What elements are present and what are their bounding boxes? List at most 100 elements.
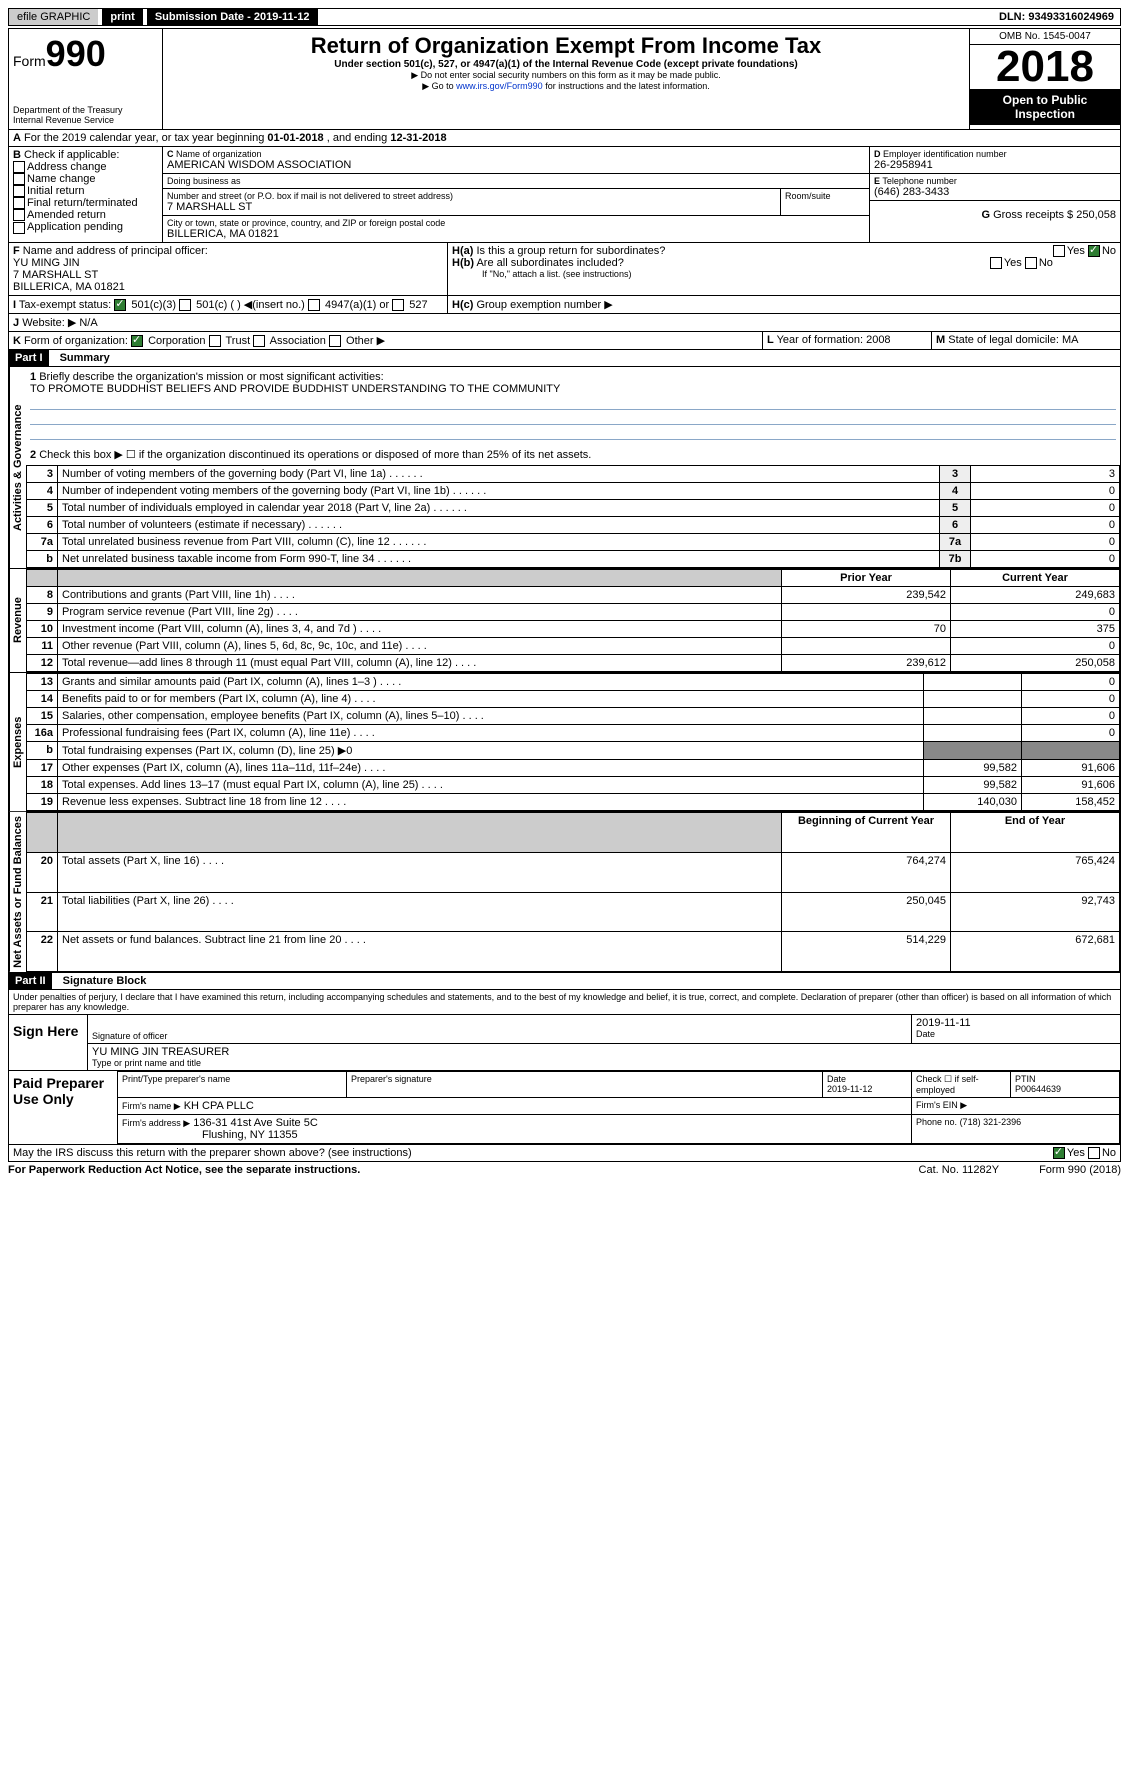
discuss-yes[interactable] — [1053, 1147, 1065, 1159]
line-value: 0 — [971, 534, 1120, 551]
line-no: 17 — [27, 760, 58, 777]
side-netassets: Net Assets or Fund Balances — [9, 812, 26, 972]
current-value — [1021, 742, 1119, 760]
officer-block: F Name and address of principal officer:… — [8, 243, 1121, 296]
line-no: 12 — [27, 655, 58, 672]
domicile-state: MA — [1062, 334, 1079, 346]
current-value: 250,058 — [951, 655, 1120, 672]
current-value: 0 — [1021, 708, 1119, 725]
box-no: 5 — [940, 500, 971, 517]
summary-section: Activities & Governance 1 Briefly descri… — [8, 367, 1121, 569]
open-public-badge: Open to Public Inspection — [970, 89, 1120, 125]
year-formation: 2008 — [866, 334, 890, 346]
line-text: Net unrelated business taxable income fr… — [58, 551, 940, 568]
prior-value — [923, 708, 1021, 725]
city-state-zip: BILLERICA, MA 01821 — [167, 228, 865, 240]
current-value: 158,452 — [1021, 794, 1119, 811]
ha-yes[interactable] — [1053, 245, 1065, 257]
501c3-check[interactable] — [114, 299, 126, 311]
form-footer: Form 990 (2018) — [1039, 1164, 1121, 1176]
line-text: Total assets (Part X, line 16) . . . . — [58, 852, 782, 892]
officer-name: YU MING JIN — [13, 257, 80, 269]
line-value: 0 — [971, 517, 1120, 534]
firm-name: KH CPA PLLC — [184, 1100, 254, 1112]
dept-label: Department of the Treasury Internal Reve… — [13, 105, 158, 125]
prior-value: 239,612 — [782, 655, 951, 672]
line-text: Total number of volunteers (estimate if … — [58, 517, 940, 534]
efile-label: efile GRAPHIC — [9, 9, 98, 25]
submission-date-button[interactable]: Submission Date - 2019-11-12 — [147, 9, 318, 25]
ptin-value: P00644639 — [1015, 1084, 1061, 1094]
subtitle-2: Do not enter social security numbers on … — [167, 70, 965, 81]
subtitle-1: Under section 501(c), 527, or 4947(a)(1)… — [167, 59, 965, 70]
hb-no[interactable] — [1025, 257, 1037, 269]
501c-check[interactable] — [179, 299, 191, 311]
prior-value — [782, 604, 951, 621]
current-value: 672,681 — [951, 932, 1120, 972]
check-initial-return[interactable]: Initial return — [13, 185, 158, 197]
sign-here-block: Sign Here Signature of officer 2019-11-1… — [8, 1015, 1121, 1071]
line-text: Other revenue (Part VIII, column (A), li… — [58, 638, 782, 655]
4947-check[interactable] — [308, 299, 320, 311]
revenue-section: Revenue Prior Year Current Year8 Contrib… — [8, 569, 1121, 673]
self-employed-check[interactable]: Check ☐ if self-employed — [912, 1072, 1011, 1098]
netassets-table: Beginning of Current Year End of Year20 … — [26, 812, 1120, 972]
line-text: Contributions and grants (Part VIII, lin… — [58, 587, 782, 604]
prior-value: 514,229 — [782, 932, 951, 972]
irs-link[interactable]: www.irs.gov/Form990 — [456, 81, 543, 91]
line-text: Investment income (Part VIII, column (A)… — [58, 621, 782, 638]
check-amended[interactable]: Amended return — [13, 209, 158, 221]
other-check[interactable] — [329, 335, 341, 347]
line-text: Total unrelated business revenue from Pa… — [58, 534, 940, 551]
line-no: 11 — [27, 638, 58, 655]
line-text: Other expenses (Part IX, column (A), lin… — [58, 760, 924, 777]
check-name-change[interactable]: Name change — [13, 173, 158, 185]
assoc-check[interactable] — [253, 335, 265, 347]
prior-value: 239,542 — [782, 587, 951, 604]
signer-name: YU MING JIN TREASURER — [92, 1046, 1116, 1058]
line-no: 5 — [27, 500, 58, 517]
website-row: J Website: ▶ N/A — [8, 314, 1121, 332]
check-application-pending[interactable]: Application pending — [13, 221, 158, 233]
trust-check[interactable] — [209, 335, 221, 347]
part2-header: Part II Signature Block — [8, 973, 1121, 990]
line-no: 16a — [27, 725, 58, 742]
line-text: Salaries, other compensation, employee b… — [58, 708, 924, 725]
check-address-change[interactable]: Address change — [13, 161, 158, 173]
footer-row: For Paperwork Reduction Act Notice, see … — [8, 1162, 1121, 1178]
form-title: Return of Organization Exempt From Incom… — [167, 33, 965, 59]
discuss-row: May the IRS discuss this return with the… — [8, 1145, 1121, 1162]
side-governance: Activities & Governance — [9, 367, 26, 568]
firm-address: 136-31 41st Ave Suite 5C — [193, 1117, 318, 1129]
sign-here-label: Sign Here — [9, 1015, 87, 1070]
check-final-return[interactable]: Final return/terminated — [13, 197, 158, 209]
prior-value: 99,582 — [923, 760, 1021, 777]
print-button[interactable]: print — [102, 9, 142, 25]
gross-receipts: 250,058 — [1076, 209, 1116, 221]
527-check[interactable] — [392, 299, 404, 311]
hb-yes[interactable] — [990, 257, 1002, 269]
prior-value — [782, 638, 951, 655]
line-text: Benefits paid to or for members (Part IX… — [58, 691, 924, 708]
ha-no[interactable] — [1088, 245, 1100, 257]
expenses-table: 13 Grants and similar amounts paid (Part… — [26, 673, 1120, 811]
entity-block: B Check if applicable: Address change Na… — [8, 147, 1121, 243]
line-no: 3 — [27, 466, 58, 483]
line-no: b — [27, 551, 58, 568]
line-no: 21 — [27, 892, 58, 932]
box-no: 7a — [940, 534, 971, 551]
line-a: A For the 2019 calendar year, or tax yea… — [8, 130, 1121, 147]
website-value: N/A — [79, 317, 97, 329]
line-no: b — [27, 742, 58, 760]
line-text: Net assets or fund balances. Subtract li… — [58, 932, 782, 972]
corp-check[interactable] — [131, 335, 143, 347]
line-no: 19 — [27, 794, 58, 811]
cat-no: Cat. No. 11282Y — [879, 1164, 1040, 1176]
line-no: 10 — [27, 621, 58, 638]
discuss-no[interactable] — [1088, 1147, 1100, 1159]
line-no: 13 — [27, 674, 58, 691]
line-value: 0 — [971, 551, 1120, 568]
declaration-text: Under penalties of perjury, I declare th… — [8, 990, 1121, 1015]
tax-exempt-row: I Tax-exempt status: 501(c)(3) 501(c) ( … — [8, 296, 1121, 314]
box-no: 4 — [940, 483, 971, 500]
